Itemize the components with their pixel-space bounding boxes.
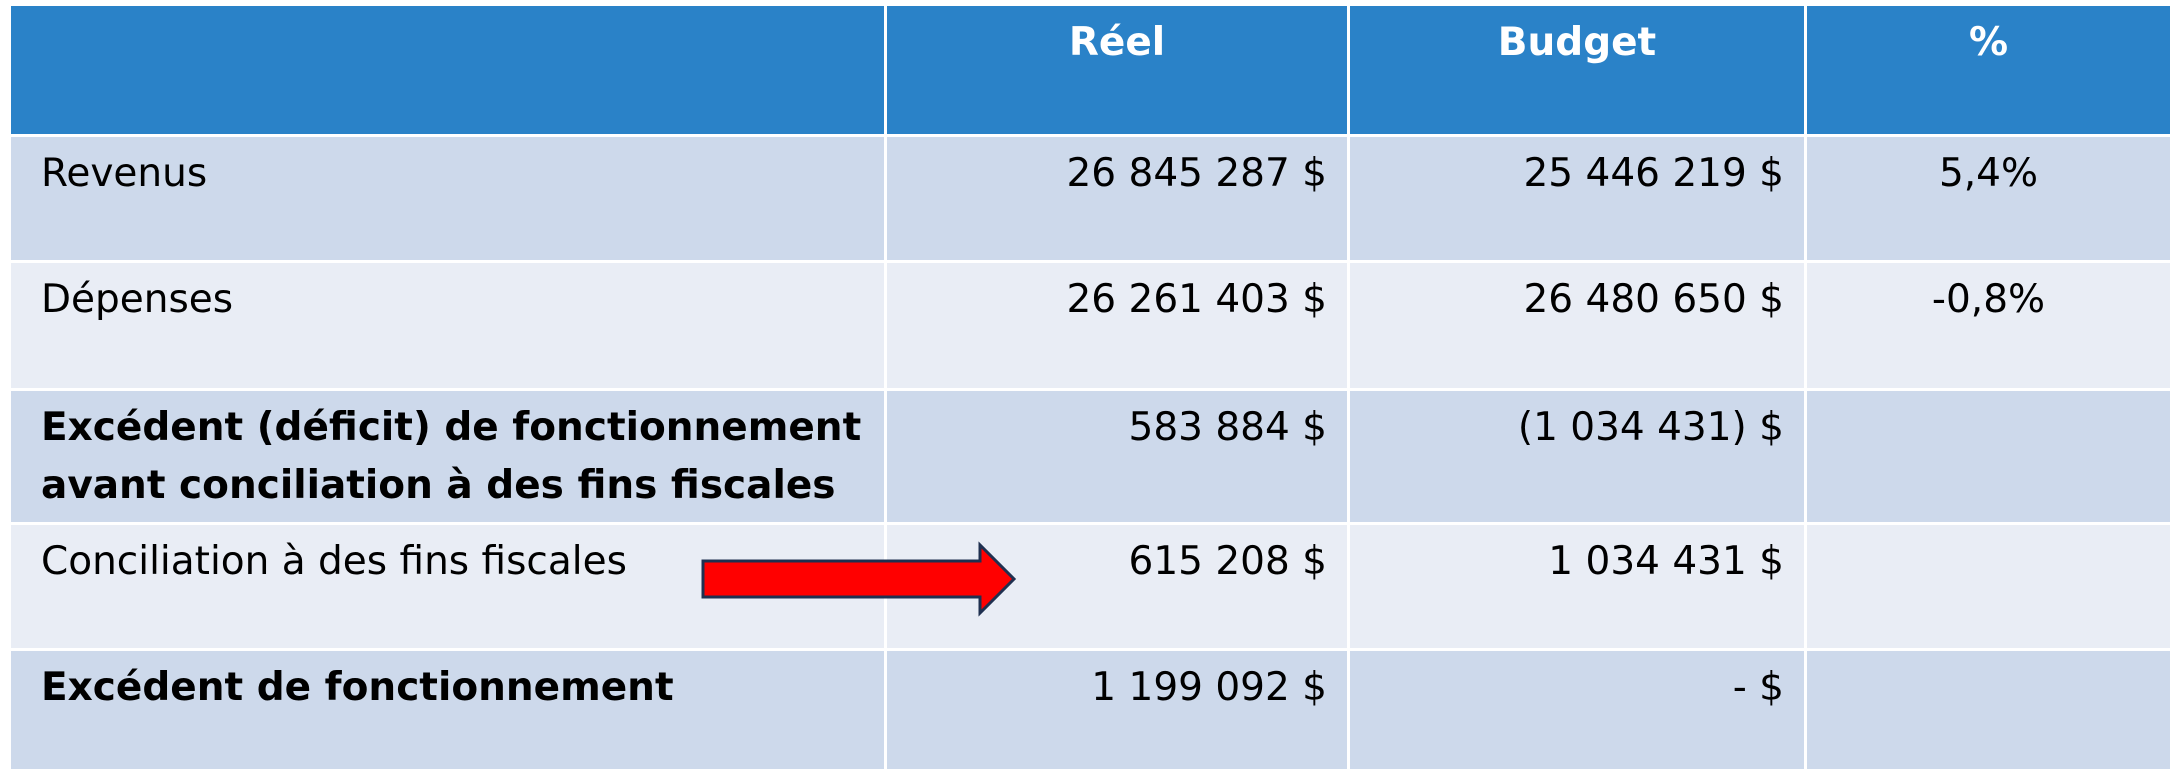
cell: 1 199 092 $ (887, 651, 1347, 769)
cell: 26 480 650 $ (1350, 263, 1804, 388)
cell (1807, 525, 2170, 648)
cell (1807, 391, 2170, 522)
cell: 5,4% (1807, 137, 2170, 260)
cell: 1 034 431 $ (1350, 525, 1804, 648)
cell: -0,8% (1807, 263, 2170, 388)
cell: 25 446 219 $ (1350, 137, 1804, 260)
header-cell: Réel (887, 6, 1347, 134)
cell: - $ (1350, 651, 1804, 769)
row-label: Dépenses (11, 263, 884, 388)
cell: 615 208 $ (887, 525, 1347, 648)
cell: 26 845 287 $ (887, 137, 1347, 260)
row-label: Revenus (11, 137, 884, 260)
row-label: Excédent (déficit) de fonctionnement ava… (11, 391, 884, 522)
cell: 583 884 $ (887, 391, 1347, 522)
header-cell: % (1807, 6, 2170, 134)
row-label: Excédent de fonctionnement (11, 651, 884, 769)
arrow (701, 541, 1017, 617)
cell: 26 261 403 $ (887, 263, 1347, 388)
cell: (1 034 431) $ (1350, 391, 1804, 522)
table: Réel Budget % Revenus 26 845 287 $ 25 44… (11, 6, 2170, 769)
header-cell: Budget (1350, 6, 1804, 134)
header-cell (11, 6, 884, 134)
cell (1807, 651, 2170, 769)
